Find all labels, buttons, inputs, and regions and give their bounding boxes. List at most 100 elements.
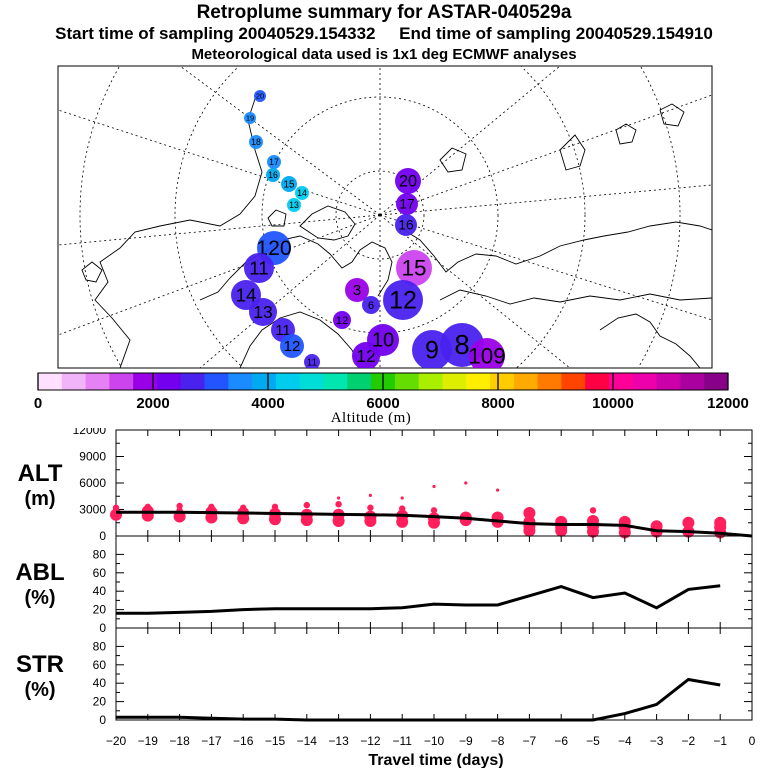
colorbar-cell-violet [109,373,134,390]
panel-label-unit: (%) [24,679,55,701]
x-tick-label: −15 [265,734,286,748]
altitude-point [523,507,536,520]
str-line [116,677,721,722]
cluster-label: 16 [398,218,414,233]
colorbar-cell-lime [394,373,420,390]
altitude-point [332,514,345,527]
mean-altitude-line [116,510,753,538]
colorbar-cell-purple [133,373,158,390]
cluster-circle [244,112,256,124]
altitude-points [110,481,727,539]
colorbar-tick-label-4000: 4000 [251,395,284,412]
colorbar-cell-cyan [275,373,301,390]
x-tick-label: −19 [138,734,159,748]
panel-frame [115,535,753,629]
y-tick-label: 12000 [73,428,107,437]
cluster-circle [333,311,351,329]
trajectory-cluster: 12 [280,334,304,358]
altitude-point [364,514,377,527]
cluster-label: 16 [268,170,278,180]
cluster-label: 11 [307,357,318,368]
y-tick-label: 60 [93,658,107,672]
colorbar-tick-label-12000: 12000 [707,395,749,412]
y-tick-label: 60 [93,566,107,580]
x-tick-label: −9 [459,734,473,748]
cluster-circle [395,168,421,194]
altitude-point [337,496,341,500]
x-tick-label: −11 [392,734,412,748]
colorbar-cells [37,372,729,391]
altitude-point [464,481,468,485]
altitude-point [144,503,151,511]
panel-frame [115,627,753,721]
trajectory-cluster: 15 [396,250,432,286]
sampling-end: End time of sampling 20040529.154910 [399,24,713,43]
colorbar-cell-aqua-green [323,373,348,390]
altitude-point [496,488,500,492]
altitude-point [367,504,374,511]
panel-label-name: ABL [15,559,64,586]
cluster-label: 6 [368,300,374,312]
time-series-panels: 120009000600030000ALT(m)806040200ABL(%)8… [15,428,756,768]
trajectory-cluster: 20 [395,168,421,194]
cluster-label: 12 [389,286,417,314]
colorbar-cell-orange [537,373,562,390]
cluster-label: 13 [289,200,299,210]
altitude-colorbar: 0 2000 4000 6000 8000 10000 12000 Altitude (m) [34,372,749,426]
colorbar-cell-azure [228,373,253,390]
cluster-label: 12 [284,338,301,355]
cluster-label: 19 [246,114,254,123]
altitude-point [269,513,281,526]
chart-title: Retroplume summary for ASTAR-040529a [196,2,572,23]
trajectory-cluster: 17 [267,155,281,169]
altitude-point [714,516,727,529]
cluster-label: 17 [269,157,279,167]
trajectory-cluster: 11 [244,253,274,283]
altitude-point [555,515,568,528]
panel-label-unit: (m) [24,488,55,510]
x-tick-label: −18 [169,734,190,748]
altitude-point [428,516,440,529]
colorbar-cell-sky [252,373,277,390]
y-tick-label: 80 [93,547,107,561]
cluster-label: 15 [283,179,295,190]
x-axis-tick-labels: −20 −19 −18 −17 −16 −15 −14 −13 −12 −11 −10 −9 −8 −7−… [106,734,756,748]
colorbar-tick-label-2000: 2000 [136,395,169,412]
cluster-label: 14 [297,188,307,198]
cluster-label: 3 [353,282,361,299]
cluster-label: 9 [425,336,439,364]
cluster-circle [287,198,301,212]
altitude-point [400,496,404,500]
cluster-circle [267,155,281,169]
colorbar-cell-orchid [85,373,110,390]
x-tick-label: −20 [106,734,127,748]
x-tick-label: −3 [650,734,664,748]
colorbar-tick-label-6000: 6000 [366,395,399,412]
panel-label-name: STR [16,651,64,678]
x-tick-label: −7 [523,734,537,748]
trajectory-cluster: 109 [468,338,506,368]
sampling-start: Start time of sampling 20040529.154332 [55,24,376,43]
colorbar-cell-gold [490,373,515,390]
y-tick-label: 6000 [79,476,106,490]
altitude-point [300,514,313,527]
cluster-circle [280,334,304,358]
colorbar-cell-yellow-lime [442,373,467,390]
colorbar-cell-blue-violet [180,373,205,390]
colorbar-cell-fuchsia [632,373,658,390]
colorbar-cell-blue [204,373,229,390]
altitude-point [205,511,218,524]
altitude-point [176,502,183,510]
trajectory-cluster: 13 [249,298,277,326]
colorbar-cell-yellow-green [418,373,443,390]
altitude-point [430,507,438,514]
colorbar-cell-plum [680,373,705,390]
trajectory-cluster: 19 [244,112,256,124]
y-tick-label: 0 [99,529,106,543]
cluster-label: 17 [399,197,414,212]
cluster-circle [367,324,399,356]
x-tick-label: −17 [201,734,222,748]
cluster-label: 12 [336,315,349,327]
